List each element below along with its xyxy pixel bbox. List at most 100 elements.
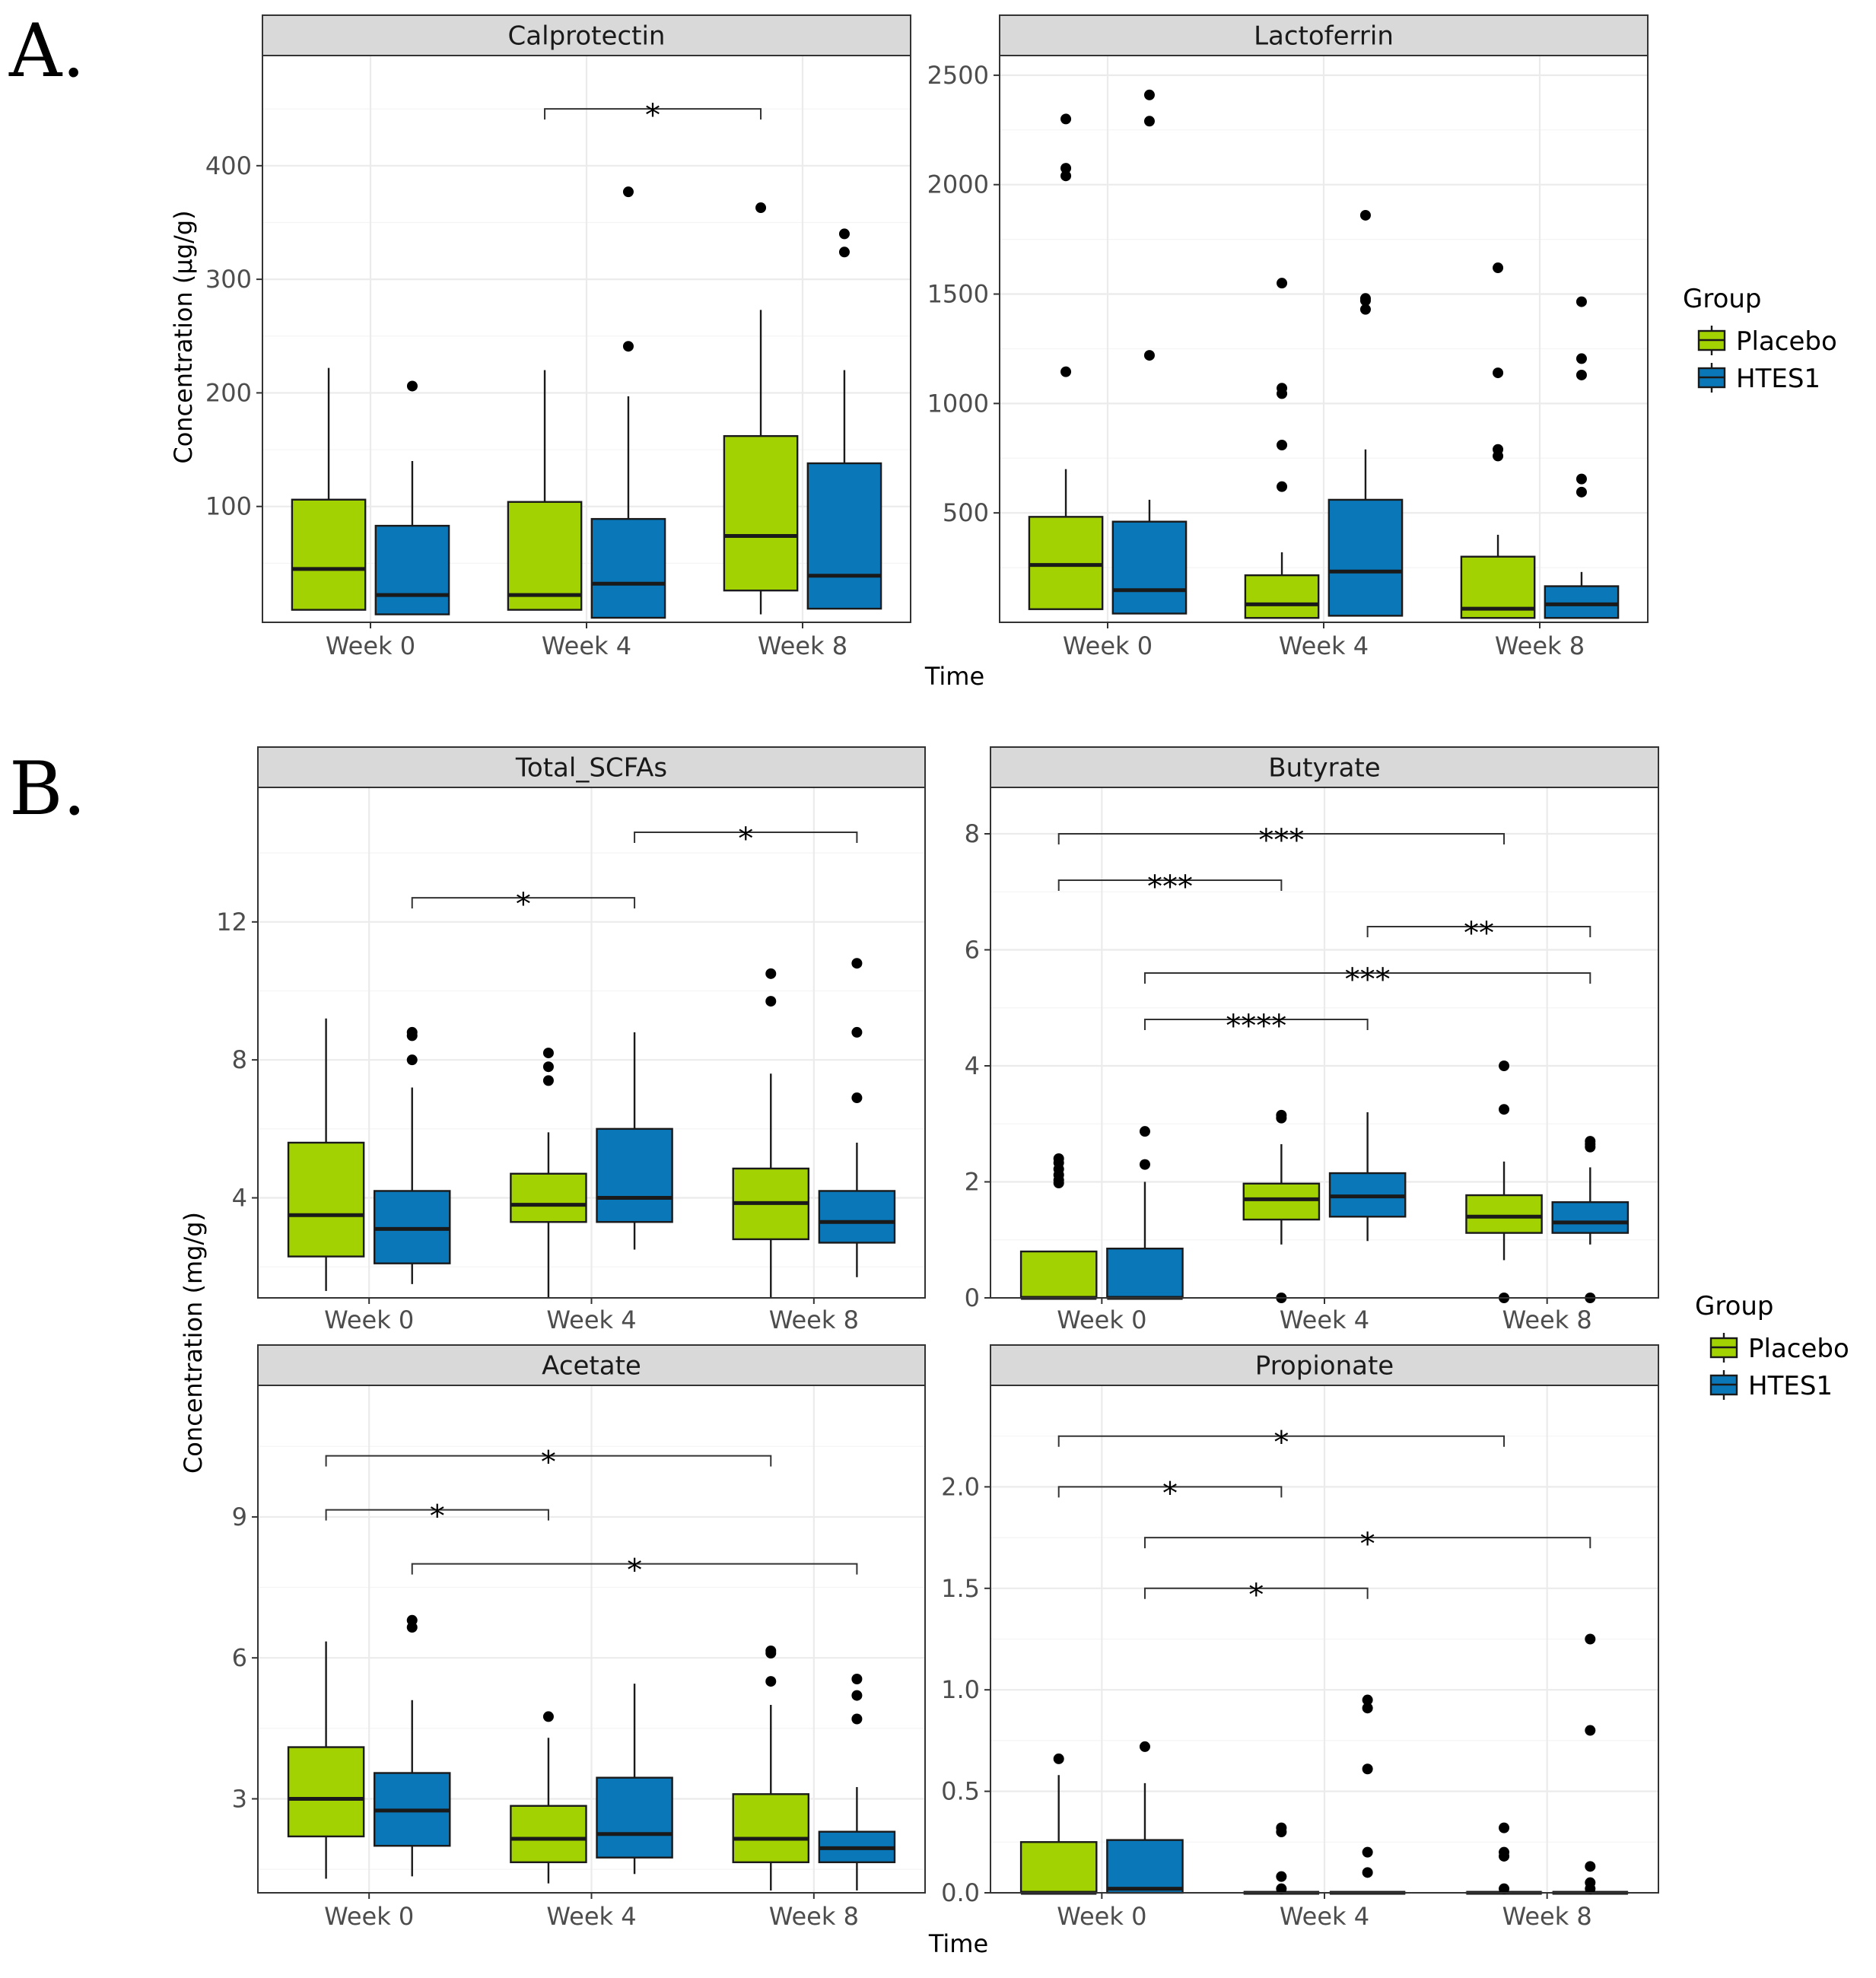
y-tick-label: 6 <box>232 1643 247 1672</box>
box-iqr <box>510 1172 587 1223</box>
box-htes1-week-0 <box>373 1614 451 1877</box>
outlier-point <box>1362 1763 1373 1775</box>
outlier-point <box>755 202 767 214</box>
outlier-point <box>1060 170 1072 182</box>
outlier-point <box>1277 383 1288 394</box>
box-iqr <box>510 1805 587 1864</box>
x-tick-label: Week 8 <box>1495 631 1585 660</box>
bracket-line <box>544 108 762 120</box>
x-axis-title-b: Time <box>928 1929 988 1958</box>
box-iqr <box>1028 516 1104 610</box>
x-tick-label: Week 0 <box>1057 1902 1146 1931</box>
outlier-point <box>542 1711 554 1722</box>
significance-label: *** <box>1258 823 1304 858</box>
facet-strip <box>990 746 1659 788</box>
bracket-line <box>325 1455 772 1467</box>
outlier-point <box>1276 1871 1287 1882</box>
outlier-point <box>765 996 777 1007</box>
outlier-point <box>1493 444 1504 455</box>
facet-calprotectin: Calprotectin * 100 200 300 400 Week 0 Week 4 Wee… <box>205 14 911 660</box>
legend-label-htes1: HTES1 <box>1736 364 1820 394</box>
facet-title: Propionate <box>1255 1351 1394 1382</box>
x-tick-label: Week 0 <box>1057 1305 1146 1334</box>
y-tick-label: 200 <box>205 378 252 407</box>
bracket-line <box>1366 926 1591 937</box>
facet-lactoferrin: Lactoferrin 500 1000 1500 2000 2500 Week 0 Week… <box>927 14 1649 660</box>
outlier-point <box>1359 293 1371 304</box>
outlier-point <box>838 246 850 258</box>
facet-total-scfas: Total_SCFAs * * 4 8 12 Week 0 Week 4 Week 8 <box>216 746 926 1334</box>
legend-key-placebo <box>1709 1333 1738 1363</box>
x-tick-label: Week 8 <box>769 1902 859 1931</box>
significance-bracket: ** <box>1366 916 1591 951</box>
y-tick-label: 2500 <box>927 61 989 90</box>
x-tick-label: Week 8 <box>769 1305 859 1334</box>
outlier-point <box>851 1690 863 1701</box>
x-tick-label: Week 0 <box>324 1305 414 1334</box>
box-htes1-week-4 <box>1328 1112 1407 1242</box>
bracket-line <box>411 897 636 909</box>
outlier-point <box>406 380 418 392</box>
box-iqr <box>1544 585 1620 619</box>
legend-a: Group Placebo HTES1 <box>1683 284 1837 394</box>
outlier-point <box>1060 163 1072 174</box>
outlier-point <box>1060 113 1072 125</box>
outlier-point <box>1576 486 1587 498</box>
box-placebo-week-0 <box>1028 113 1104 610</box>
significance-label: * <box>738 822 753 857</box>
box-htes1-week-4 <box>596 1684 673 1875</box>
significance-bracket: * <box>1057 1426 1506 1461</box>
significance-bracket: * <box>1143 1578 1369 1613</box>
box-iqr <box>287 1746 365 1838</box>
box-placebo-week-4 <box>510 1711 587 1884</box>
y-tick-label: 9 <box>232 1503 247 1531</box>
box-htes1-week-4 <box>596 1032 673 1250</box>
y-tick-label: 1000 <box>927 389 989 418</box>
outlier-point <box>1499 1846 1510 1858</box>
y-tick-label: 0 <box>965 1283 980 1312</box>
box-htes1-week-0 <box>1111 89 1188 615</box>
significance-label: * <box>1248 1578 1264 1613</box>
panel-label-b: B. <box>9 746 86 832</box>
box-htes1-week-8 <box>818 958 896 1277</box>
x-tick-label: Week 4 <box>1280 1902 1369 1931</box>
significance-bracket: * <box>411 887 636 922</box>
box-iqr <box>1242 1182 1321 1221</box>
outlier-point <box>1585 1136 1596 1147</box>
outlier-point <box>1576 369 1587 380</box>
significance-label: ** <box>1464 916 1494 951</box>
legend-key-placebo <box>1697 326 1726 355</box>
box-iqr <box>732 1793 810 1864</box>
outlier-point <box>1362 1846 1373 1858</box>
outlier-point <box>1576 473 1587 485</box>
significance-label: * <box>541 1445 556 1480</box>
outlier-point <box>1359 209 1371 221</box>
box-iqr <box>1019 1250 1098 1299</box>
outlier-point <box>1493 262 1504 274</box>
legend-title: Group <box>1695 1291 1774 1321</box>
outlier-point <box>1493 367 1504 379</box>
outlier-point <box>1499 1822 1510 1833</box>
outlier-point <box>1585 1633 1596 1645</box>
bracket-line <box>411 1563 858 1575</box>
facet-title: Lactoferrin <box>1254 21 1394 52</box>
outlier-point <box>1277 481 1288 492</box>
box-htes1-week-8 <box>806 228 882 610</box>
y-tick-label: 0.5 <box>941 1777 980 1806</box>
y-tick-label: 2 <box>965 1168 980 1197</box>
x-tick-label: Week 4 <box>542 631 631 660</box>
legend-key-htes1 <box>1709 1370 1738 1400</box>
outlier-point <box>542 1048 554 1059</box>
box-iqr <box>1328 498 1404 617</box>
outlier-point <box>542 1061 554 1073</box>
outlier-point <box>838 228 850 240</box>
y-tick-label: 1500 <box>927 280 989 309</box>
y-tick-label: 3 <box>232 1784 247 1813</box>
x-tick-label: Week 8 <box>758 631 847 660</box>
box-placebo-week-4 <box>507 370 583 611</box>
outlier-point <box>1499 1061 1510 1071</box>
significance-bracket: * <box>1143 1527 1591 1562</box>
significance-label: * <box>645 98 660 133</box>
outlier-point <box>851 1026 863 1038</box>
